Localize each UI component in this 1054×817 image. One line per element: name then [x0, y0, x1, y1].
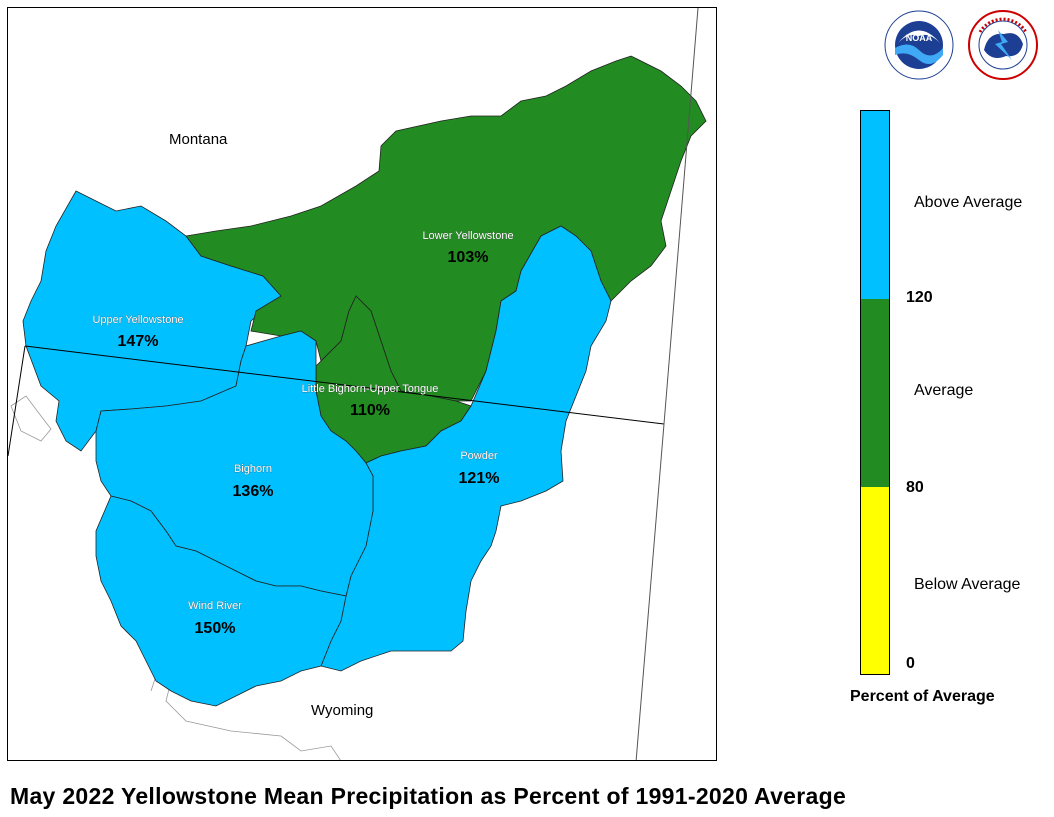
state-border-nd — [663, 8, 699, 425]
legend-color-bar — [860, 110, 890, 675]
label-powder-pct: 121% — [459, 470, 500, 487]
label-bighorn-name: Bighorn — [234, 463, 272, 475]
legend-label-below: Below Average — [914, 576, 1021, 593]
legend-label-average: Average — [914, 382, 974, 399]
state-border-sd — [635, 423, 665, 760]
legend-tick-120: 120 — [906, 289, 933, 306]
legend-label-above: Above Average — [914, 194, 1023, 211]
label-lower-yellowstone-pct: 103% — [448, 249, 489, 266]
label-lower-yellowstone-name: Lower Yellowstone — [422, 230, 513, 242]
legend-swatch-average — [861, 299, 889, 487]
label-upper-yellowstone-name: Upper Yellowstone — [92, 314, 183, 326]
legend-swatch-below — [861, 487, 889, 674]
basin-wind-river — [95, 495, 347, 707]
legend-tick-0: 0 — [906, 655, 915, 672]
state-border-mt-wy — [24, 345, 665, 425]
page-title: May 2022 Yellowstone Mean Precipitation … — [10, 783, 847, 809]
nws-logo — [968, 10, 1038, 80]
legend-title: Percent of Average — [850, 688, 995, 705]
noaa-logo: NOAA — [884, 10, 954, 80]
label-upper-yellowstone-pct: 147% — [118, 333, 159, 350]
label-powder-name: Powder — [460, 450, 498, 462]
neighbor-outline — [10, 395, 52, 442]
label-wind-river-pct: 150% — [195, 620, 236, 637]
label-bighorn-pct: 136% — [233, 483, 274, 500]
legend-tick-80: 80 — [906, 479, 924, 496]
state-label-wyoming: Wyoming — [311, 702, 374, 719]
basin-map: Upper Yellowstone 147% Lower Yellowstone… — [8, 8, 707, 760]
state-label-montana: Montana — [169, 131, 228, 148]
label-little-bighorn-name: Little Bighorn-Upper Tongue — [302, 383, 439, 395]
map-panel: Upper Yellowstone 147% Lower Yellowstone… — [7, 7, 717, 761]
state-border-id — [8, 345, 26, 457]
legend-swatch-above — [861, 111, 889, 299]
label-wind-river-name: Wind River — [188, 600, 242, 612]
label-little-bighorn-pct: 110% — [350, 402, 390, 419]
noaa-logo-text: NOAA — [906, 33, 933, 43]
basin-powder — [320, 225, 612, 672]
